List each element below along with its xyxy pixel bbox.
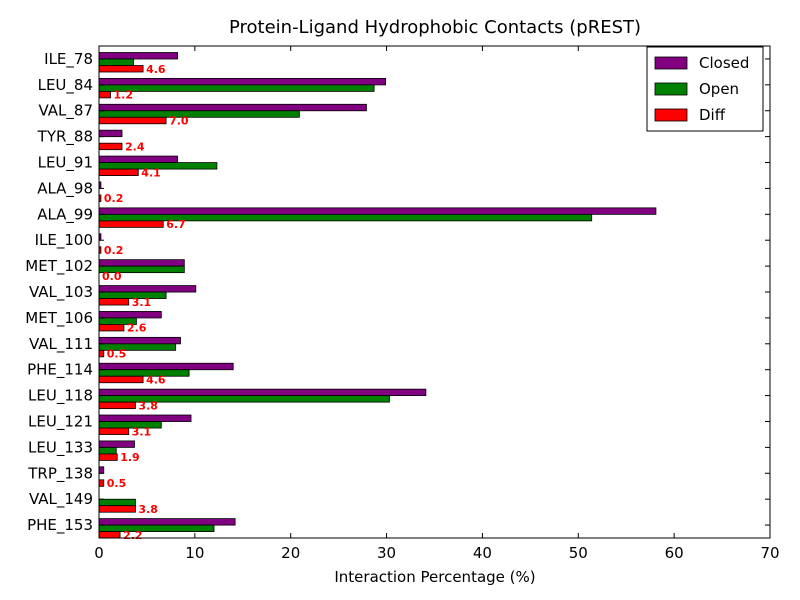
diff-value-label: 6.7 bbox=[166, 218, 186, 231]
bar-diff-leu_84 bbox=[98, 90, 111, 99]
bar-open-leu_121 bbox=[98, 421, 162, 429]
y-tick-label: PHE_153 bbox=[27, 516, 93, 535]
diff-value-label: 2.2 bbox=[123, 529, 142, 542]
x-tick-label: 0 bbox=[94, 544, 104, 562]
bar-diff-met_106 bbox=[98, 324, 125, 332]
chart-title: Protein-Ligand Hydrophobic Contacts (pRE… bbox=[229, 17, 641, 38]
y-tick-label: ALA_99 bbox=[37, 205, 93, 224]
bar-open-phe_153 bbox=[98, 524, 215, 533]
diff-value-label: 2.4 bbox=[125, 140, 145, 153]
x-tick-label: 40 bbox=[473, 544, 492, 562]
legend-swatch-diff bbox=[654, 108, 688, 122]
bar-open-val_149 bbox=[98, 498, 136, 507]
bar-diff-val_111 bbox=[98, 349, 105, 358]
bar-diff-val_103 bbox=[98, 298, 130, 306]
legend-swatch-closed bbox=[654, 56, 688, 70]
diff-value-label: 4.6 bbox=[146, 63, 166, 76]
legend-swatch-open bbox=[654, 82, 688, 96]
bar-diff-trp_138 bbox=[98, 479, 105, 487]
diff-value-label: 0.2 bbox=[104, 192, 124, 205]
x-tick-label: 70 bbox=[760, 544, 779, 562]
diff-value-label: 3.8 bbox=[138, 503, 158, 516]
y-tick-label: LEU_133 bbox=[28, 438, 93, 457]
bar-diff-phe_153 bbox=[98, 531, 121, 539]
x-tick-label: 30 bbox=[377, 544, 396, 562]
y-tick-label: TRP_138 bbox=[27, 464, 93, 483]
bar-closed-leu_133 bbox=[98, 440, 135, 448]
diff-value-label: 1.9 bbox=[120, 451, 140, 464]
bar-closed-leu_91 bbox=[98, 155, 179, 163]
bar-diff-leu_91 bbox=[98, 168, 139, 176]
bar-diff-leu_133 bbox=[98, 453, 118, 461]
legend-label-closed: Closed bbox=[699, 54, 749, 72]
bar-diff-leu_118 bbox=[98, 401, 136, 410]
bar-diff-ala_99 bbox=[98, 220, 164, 228]
bar-closed-trp_138 bbox=[98, 466, 105, 474]
y-tick-label: LEU_84 bbox=[38, 76, 93, 95]
legend-label-diff: Diff bbox=[699, 106, 726, 124]
y-tick-label: VAL_87 bbox=[38, 102, 93, 121]
bar-closed-ala_99 bbox=[98, 207, 657, 215]
bar-closed-leu_121 bbox=[98, 414, 192, 422]
x-tick-label: 20 bbox=[281, 544, 300, 562]
x-axis-label: Interaction Percentage (%) bbox=[334, 568, 535, 586]
y-tick-label: ALA_98 bbox=[37, 179, 93, 198]
bar-diff-phe_114 bbox=[98, 375, 144, 384]
y-tick-label: MET_106 bbox=[25, 309, 93, 328]
bar-closed-leu_118 bbox=[98, 388, 427, 397]
y-tick-label: VAL_103 bbox=[29, 283, 93, 302]
diff-value-label: 2.6 bbox=[127, 322, 147, 335]
y-tick-label: TYR_88 bbox=[37, 128, 93, 147]
y-tick-label: LEU_121 bbox=[28, 412, 93, 431]
bar-closed-val_87 bbox=[98, 103, 367, 112]
diff-value-label: 0.2 bbox=[104, 244, 124, 257]
bar-open-ile_78 bbox=[98, 58, 134, 66]
bar-open-leu_84 bbox=[98, 84, 375, 92]
x-tick-label: 60 bbox=[665, 544, 684, 562]
y-tick-label: LEU_118 bbox=[28, 387, 93, 406]
bar-closed-phe_114 bbox=[98, 362, 234, 371]
x-tick-label: 50 bbox=[569, 544, 588, 562]
diff-value-label: 1.2 bbox=[114, 89, 134, 102]
diff-value-label: 3.1 bbox=[132, 296, 152, 309]
bar-diff-tyr_88 bbox=[98, 142, 123, 151]
bar-diff-val_87 bbox=[98, 116, 167, 125]
bar-closed-met_106 bbox=[98, 311, 162, 319]
x-tick-label: 10 bbox=[185, 544, 204, 562]
bar-closed-leu_84 bbox=[98, 77, 387, 86]
y-tick-label: PHE_114 bbox=[27, 361, 93, 380]
diff-value-label: 3.8 bbox=[138, 399, 158, 412]
diff-value-label: 0.5 bbox=[107, 348, 127, 361]
diff-value-label: 4.6 bbox=[146, 373, 166, 386]
y-tick-label: VAL_111 bbox=[29, 335, 93, 354]
diff-value-label: 0.5 bbox=[107, 477, 127, 490]
bar-open-phe_114 bbox=[98, 369, 190, 377]
y-tick-label: ILE_100 bbox=[35, 231, 93, 250]
bar-open-val_87 bbox=[98, 110, 300, 118]
y-tick-label: MET_102 bbox=[25, 257, 93, 276]
bar-closed-val_103 bbox=[98, 285, 197, 293]
diff-value-label: 4.1 bbox=[141, 166, 161, 179]
y-tick-label: VAL_149 bbox=[29, 490, 93, 509]
bar-diff-leu_121 bbox=[98, 427, 130, 435]
diff-value-label: 7.0 bbox=[169, 115, 189, 128]
legend: Closed Open Diff bbox=[646, 46, 764, 132]
legend-label-open: Open bbox=[699, 80, 739, 98]
bar-diff-val_149 bbox=[98, 505, 136, 513]
bar-open-leu_133 bbox=[98, 447, 117, 455]
y-tick-label: LEU_91 bbox=[38, 154, 93, 173]
diff-value-label: 0.0 bbox=[102, 270, 122, 283]
bar-closed-tyr_88 bbox=[98, 129, 123, 138]
bar-closed-val_111 bbox=[98, 336, 181, 345]
diff-value-label: 3.1 bbox=[132, 425, 152, 438]
bar-closed-ile_78 bbox=[98, 52, 179, 60]
bar-diff-ile_78 bbox=[98, 65, 144, 73]
y-tick-label: ILE_78 bbox=[44, 50, 93, 69]
plot-frame bbox=[98, 45, 771, 539]
bar-closed-phe_153 bbox=[98, 518, 236, 526]
bar-closed-met_102 bbox=[98, 259, 185, 267]
